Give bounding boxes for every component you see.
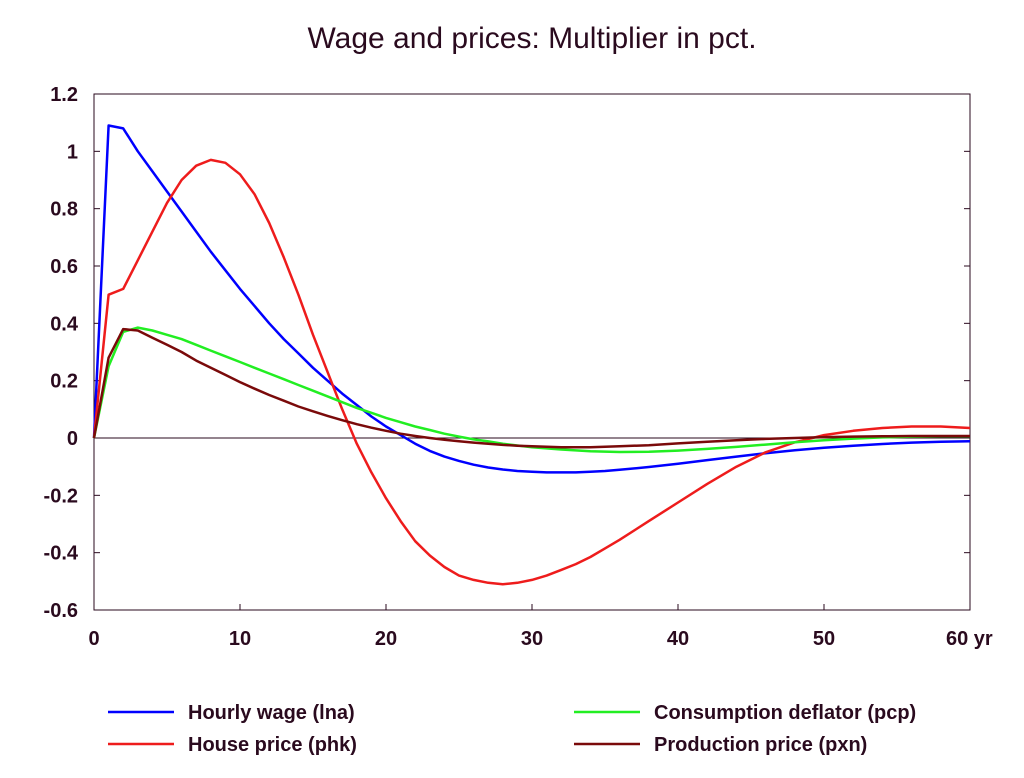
series-line-1 (92, 124, 971, 474)
legend-label: Production price (pxn) (654, 734, 867, 756)
x-tick-label: 40 (667, 628, 689, 650)
legend: Hourly wage (lna) House price (phk) Consum… (108, 702, 916, 756)
series-lines (92, 124, 971, 586)
series-line-3 (92, 326, 970, 454)
chart-title: Wage and prices: Multiplier in pct. (307, 22, 756, 55)
y-axis: 1.2 1 0.8 0.6 0.4 0.2 0 -0.2 -0.4 -0.6 (44, 84, 970, 622)
y-tick-label: -0.4 (44, 543, 79, 565)
plot-area (93, 93, 971, 611)
y-tick-label: 0.2 (50, 371, 78, 393)
y-tick-label: 0.4 (50, 313, 79, 335)
x-axis: 0 10 20 30 40 50 60 yr (88, 604, 993, 650)
legend-label: Hourly wage (lna) (188, 702, 355, 724)
x-tick-label: 0 (88, 628, 99, 650)
y-tick-label: 1 (67, 141, 78, 163)
y-tick-label: 0 (67, 428, 78, 450)
y-tick-label: -0.2 (44, 485, 78, 507)
legend-label: House price (phk) (188, 734, 357, 756)
x-tick-label: 20 (375, 628, 397, 650)
y-tick-label: 0.6 (50, 256, 78, 278)
legend-label: Consumption deflator (pcp) (654, 702, 916, 724)
plot-border (93, 93, 971, 611)
x-tick-label: 60 yr (946, 628, 993, 650)
y-tick-label: -0.6 (44, 600, 78, 622)
series-line-4 (92, 327, 970, 449)
x-tick-label: 30 (521, 628, 543, 650)
y-tick-label: 1.2 (50, 84, 78, 106)
x-tick-label: 10 (229, 628, 251, 650)
x-tick-label: 50 (813, 628, 835, 650)
series-line-2 (92, 158, 971, 586)
y-tick-label: 0.8 (50, 199, 78, 221)
